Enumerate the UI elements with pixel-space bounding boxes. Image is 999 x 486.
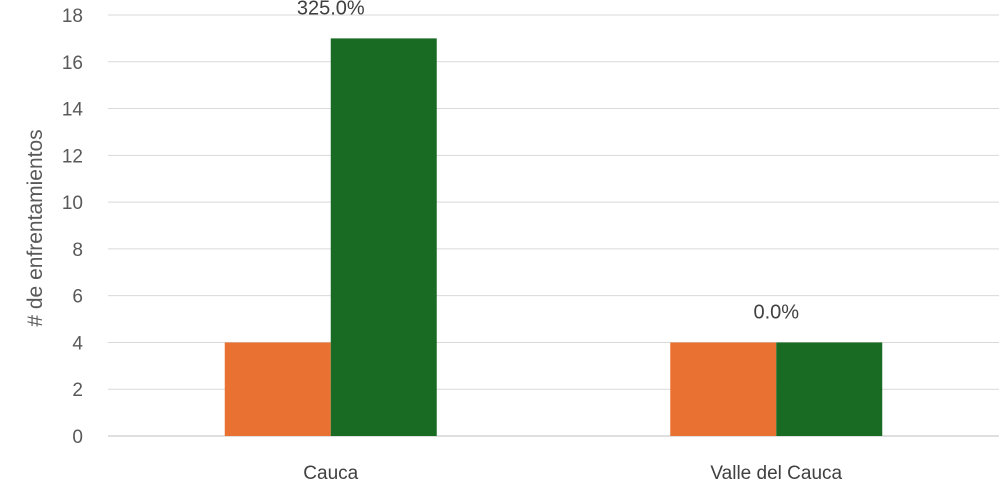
y-tick-label: 14 [62, 100, 84, 121]
bar-cauca-series-1 [224, 342, 331, 436]
bar-cauca-series-2 [330, 38, 437, 437]
change-annotation: 0.0% [753, 301, 799, 323]
y-tick-label: 4 [72, 333, 83, 354]
bar-valle-del-cauca-series-1 [670, 342, 777, 436]
y-tick-label: 16 [62, 53, 83, 74]
y-axis-title: # de enfrentamientos [24, 129, 47, 326]
y-tick-label: 8 [72, 240, 83, 261]
annotations: 325.0% 0.0% [297, 0, 799, 323]
y-tick-label: 10 [62, 193, 83, 214]
x-tick-label: Cauca [303, 463, 358, 484]
y-tick-label: 12 [62, 146, 83, 167]
x-axis-ticks: Cauca Valle del Cauca [303, 463, 842, 484]
bar-valle-del-cauca-series-2 [776, 342, 883, 436]
x-tick-label: Valle del Cauca [710, 463, 842, 484]
y-tick-label: 18 [62, 6, 83, 27]
y-tick-label: 2 [72, 380, 83, 401]
y-tick-label: 6 [72, 287, 83, 308]
bars [224, 38, 883, 437]
y-tick-label: 0 [72, 427, 83, 448]
change-annotation: 325.0% [297, 0, 365, 19]
y-axis-ticks: 0 2 4 6 8 10 12 14 16 18 [62, 6, 84, 448]
